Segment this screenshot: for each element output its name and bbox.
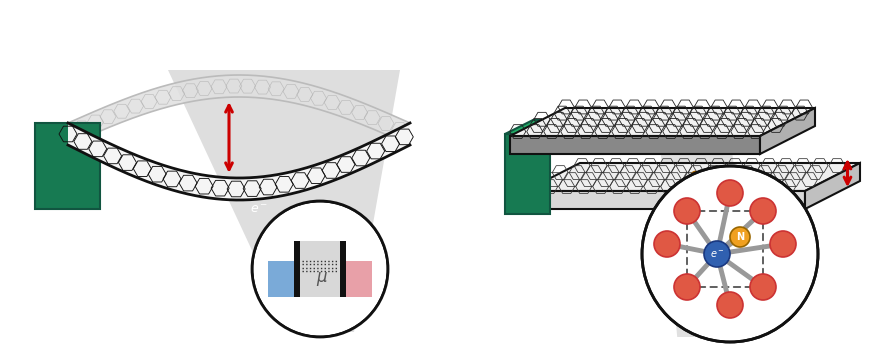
- Polygon shape: [340, 241, 346, 297]
- Circle shape: [653, 231, 680, 257]
- Polygon shape: [804, 163, 859, 209]
- Circle shape: [641, 166, 817, 342]
- Circle shape: [729, 227, 749, 247]
- Polygon shape: [340, 261, 372, 297]
- Polygon shape: [68, 123, 409, 200]
- Circle shape: [673, 274, 700, 300]
- Polygon shape: [524, 191, 804, 209]
- Circle shape: [673, 198, 700, 224]
- Polygon shape: [300, 241, 340, 297]
- Text: $\mu$: $\mu$: [315, 270, 328, 288]
- Polygon shape: [760, 108, 814, 154]
- Circle shape: [716, 180, 742, 206]
- Text: $e^-$: $e^-$: [709, 248, 724, 260]
- Polygon shape: [377, 123, 442, 209]
- Polygon shape: [68, 75, 409, 145]
- Polygon shape: [657, 117, 755, 337]
- Text: $e^-$: $e^-$: [249, 202, 268, 216]
- Circle shape: [716, 292, 742, 318]
- Polygon shape: [524, 163, 859, 191]
- Polygon shape: [504, 134, 549, 214]
- Polygon shape: [294, 241, 300, 297]
- Polygon shape: [168, 70, 400, 332]
- Polygon shape: [509, 136, 760, 154]
- Text: N: N: [735, 232, 743, 242]
- Ellipse shape: [238, 197, 280, 221]
- Polygon shape: [268, 261, 300, 297]
- Polygon shape: [504, 120, 577, 134]
- Circle shape: [749, 274, 775, 300]
- Polygon shape: [36, 123, 101, 209]
- Circle shape: [749, 198, 775, 224]
- Circle shape: [691, 171, 699, 179]
- Circle shape: [703, 241, 729, 267]
- Circle shape: [252, 201, 388, 337]
- Polygon shape: [509, 108, 814, 136]
- Circle shape: [769, 231, 795, 257]
